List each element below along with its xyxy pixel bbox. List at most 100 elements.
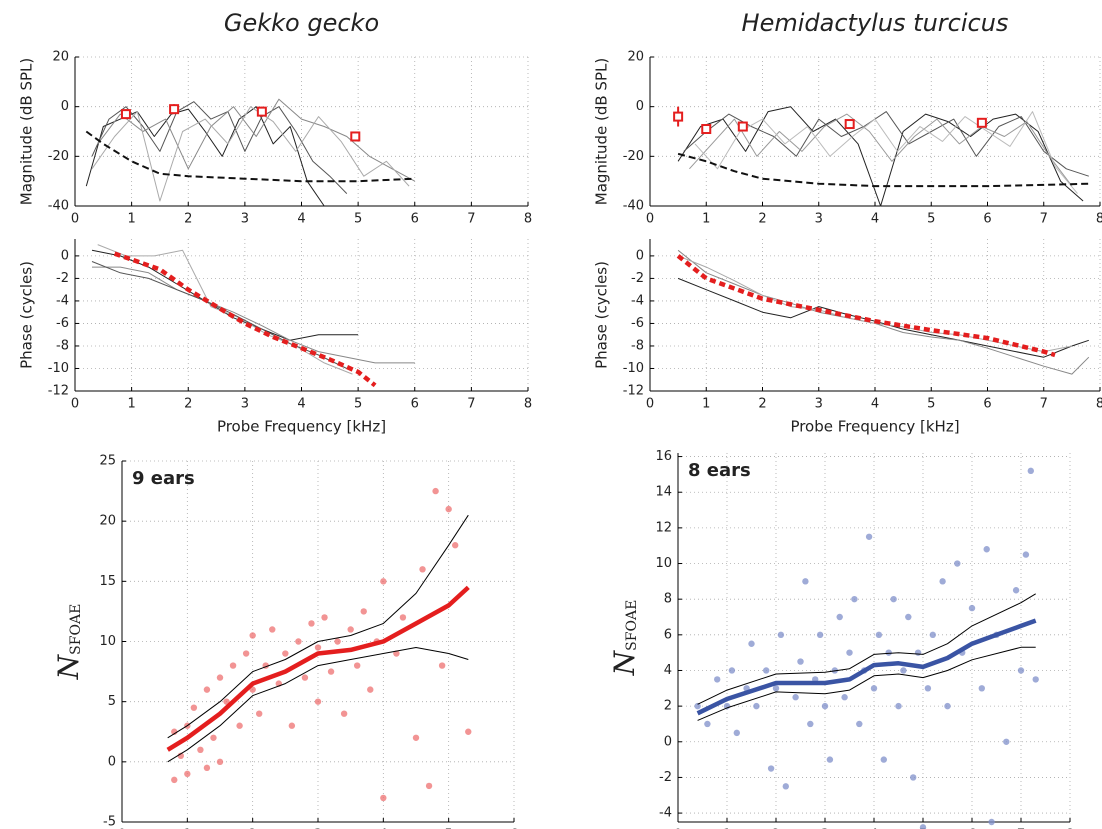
x-tick-label: 6 <box>510 828 518 829</box>
x-tick-label: 0 <box>646 397 654 412</box>
data-point <box>748 640 755 647</box>
data-point <box>816 631 824 639</box>
data-point <box>308 620 315 627</box>
x-tick-label: 0 <box>674 828 682 829</box>
marker <box>256 106 267 117</box>
x-tick-label: 3 <box>815 397 823 412</box>
data-point <box>875 631 883 639</box>
data-point <box>425 782 433 790</box>
data-point <box>782 783 789 790</box>
line-series <box>167 647 469 763</box>
y-tick-label: -4 <box>631 293 644 308</box>
y-tick-label: 14 <box>655 485 672 500</box>
data-point <box>910 774 917 781</box>
x-tick-label: 5 <box>354 212 362 227</box>
x-tick-label: 6 <box>411 212 419 227</box>
data-point <box>728 667 736 674</box>
x-tick-label: 8 <box>524 212 532 227</box>
y-label-subscript: SFOAE <box>624 600 640 651</box>
chart-title: Hemidactylus turcicus <box>742 9 1009 37</box>
data-point <box>1022 551 1030 558</box>
data-point <box>203 686 211 693</box>
data-point <box>841 694 848 701</box>
x-tick-label: 6 <box>411 397 419 412</box>
y-tick-label: 10 <box>99 634 116 649</box>
y-tick-label: 0 <box>61 99 69 114</box>
x-tick-label: 1 <box>702 397 710 412</box>
panel: 0 1 2 3 4 5 6 7 8 -12 -10 -8 -6 -4 -2 0 Probe Frequency … <box>18 239 532 436</box>
data-point <box>763 667 770 674</box>
x-tick-label: 5 <box>445 828 453 829</box>
x-tick-label: 4 <box>297 397 305 412</box>
x-tick-label: 3 <box>314 828 322 829</box>
x-tick-label: 2 <box>249 828 257 829</box>
line-series <box>92 266 415 364</box>
x-tick-label: 3 <box>241 397 249 412</box>
data-point <box>704 720 711 728</box>
x-tick-label: 7 <box>1017 828 1025 829</box>
line-series <box>91 249 359 341</box>
data-point <box>944 702 951 710</box>
y-tick-label: -4 <box>659 806 672 821</box>
y-tick-label: -5 <box>103 815 116 829</box>
data-point <box>885 649 892 656</box>
x-tick-label: 7 <box>467 212 475 227</box>
data-point <box>954 560 961 567</box>
y-tick-label: 25 <box>99 454 116 469</box>
annotation: 9 ears <box>132 468 195 489</box>
y-tick-label: 20 <box>627 50 644 65</box>
data-point <box>465 728 472 735</box>
line-series <box>91 101 348 194</box>
x-tick-label: 7 <box>467 397 475 412</box>
panel: 0 1 2 3 4 5 6 7 8 -12 -10 -8 -6 -4 -2 0 Probe Frequency … <box>593 239 1102 436</box>
y-tick-label: 0 <box>636 99 644 114</box>
data-point <box>347 626 354 633</box>
y-label-subscript: SFOAE <box>68 604 84 655</box>
x-tick-label: 4 <box>870 828 878 829</box>
y-tick-label: 5 <box>108 694 116 709</box>
data-point <box>694 702 701 710</box>
data-point <box>836 613 843 621</box>
y-tick-label: 20 <box>99 514 116 529</box>
data-point <box>216 674 224 681</box>
x-tick-label: 0 <box>118 828 126 829</box>
data-point <box>216 758 224 766</box>
y-axis-label: NSFOAE <box>52 604 85 681</box>
data-point <box>821 702 829 710</box>
chart-title: Gekko gecko <box>224 9 379 37</box>
y-tick-label: 15 <box>99 574 116 589</box>
data-point <box>1012 587 1020 594</box>
data-point <box>452 542 459 549</box>
x-tick-label: 4 <box>871 397 879 412</box>
marker <box>976 117 987 128</box>
marker <box>673 111 684 122</box>
y-axis-label: NSFOAE <box>608 600 641 677</box>
data-point <box>380 578 387 585</box>
y-tick-label: -4 <box>56 293 69 308</box>
y-axis-label: Phase (cycles) <box>593 261 611 369</box>
data-point <box>419 566 426 573</box>
data-point <box>249 632 256 639</box>
y-tick-label: -10 <box>623 361 644 376</box>
data-point <box>939 578 946 585</box>
data-point <box>190 704 198 711</box>
panel: 0 1 2 3 4 5 6 7 8 -40 -20 0 20 Gekko gecko Magnitude (… <box>18 9 533 227</box>
data-point <box>851 595 858 603</box>
marker <box>737 121 748 132</box>
data-point <box>301 674 309 681</box>
data-point <box>826 756 834 763</box>
y-tick-label: 6 <box>664 627 672 642</box>
data-point <box>983 546 990 553</box>
data-point <box>295 638 302 645</box>
data-point <box>802 578 809 585</box>
thick-line <box>166 585 470 752</box>
y-tick-label: -12 <box>48 384 69 399</box>
line-series <box>694 111 1078 194</box>
y-tick-label: -6 <box>631 316 644 331</box>
data-point <box>399 614 407 621</box>
data-point <box>334 638 341 645</box>
x-tick-label: 1 <box>127 212 135 227</box>
data-point <box>1027 467 1035 475</box>
x-tick-label: 8 <box>524 397 532 412</box>
